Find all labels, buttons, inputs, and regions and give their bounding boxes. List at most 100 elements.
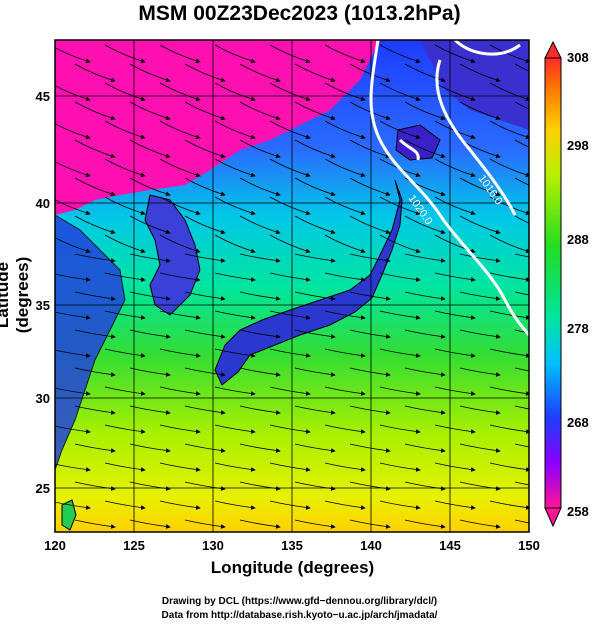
x-axis-label: Longitude (degrees) <box>210 558 375 577</box>
streamline <box>129 519 171 529</box>
streamline <box>324 462 366 472</box>
streamline <box>324 196 366 216</box>
colorbar-tick-258: 258 <box>567 504 589 519</box>
streamline <box>324 348 366 358</box>
streamline <box>294 177 336 197</box>
streamline <box>514 291 529 296</box>
y-axis-ticks: 25 30 35 40 45 <box>36 89 50 496</box>
streamline <box>74 139 116 159</box>
streamline <box>269 462 311 472</box>
china-coast <box>55 214 126 471</box>
cold-air-region <box>55 40 380 215</box>
map-title: MSM 00Z23Dec2023 (1013.2hPa) <box>138 2 461 25</box>
streamline <box>459 215 501 235</box>
streamline <box>404 253 446 263</box>
streamline <box>459 63 501 83</box>
streamline <box>104 462 146 472</box>
streamline <box>489 272 529 282</box>
streamline <box>489 158 529 178</box>
streamline <box>514 101 529 110</box>
streamline <box>159 196 201 216</box>
streamline <box>184 139 226 159</box>
streamline <box>104 348 146 358</box>
streamline <box>129 215 171 235</box>
streamline <box>159 348 201 358</box>
streamline <box>459 367 501 377</box>
map-plot-area: 1020.0 1016.0 <box>55 40 529 532</box>
streamline <box>129 481 171 491</box>
streamline <box>434 272 476 282</box>
streamline <box>379 44 421 64</box>
streamline <box>214 462 256 472</box>
streamline <box>404 291 446 301</box>
streamline <box>349 63 391 83</box>
streamline <box>324 272 366 282</box>
streamline <box>104 44 146 64</box>
streamline <box>104 158 146 178</box>
streamline <box>129 253 171 263</box>
x-axis-ticks: 120 125 130 135 140 145 150 <box>44 538 540 553</box>
streamline <box>489 424 529 434</box>
streamline <box>379 272 421 282</box>
streamline <box>159 82 201 102</box>
streamline <box>514 367 529 372</box>
x-tick-125: 125 <box>123 538 145 553</box>
streamline <box>434 310 476 320</box>
streamline <box>294 215 336 235</box>
streamline <box>214 348 256 358</box>
streamline <box>55 387 91 396</box>
streamline <box>214 120 256 140</box>
streamline <box>214 500 256 510</box>
streamline <box>489 386 529 396</box>
streamline <box>514 63 529 72</box>
streamline <box>214 82 256 102</box>
streamline <box>434 348 476 358</box>
streamline <box>184 291 226 301</box>
streamline <box>104 386 146 396</box>
korea-landmass <box>144 194 201 316</box>
streamline <box>404 329 446 339</box>
streamline <box>349 215 391 235</box>
streamline <box>55 199 91 216</box>
streamline <box>294 481 336 491</box>
streamline <box>214 158 256 178</box>
streamline <box>349 253 391 263</box>
colorbar-tick-308: 308 <box>567 50 589 65</box>
streamline <box>349 481 391 491</box>
streamline <box>74 177 116 197</box>
streamline <box>269 234 311 254</box>
streamline <box>104 500 146 510</box>
streamline <box>104 310 146 320</box>
streamline <box>269 272 311 282</box>
streamline <box>55 273 91 282</box>
streamline <box>74 367 116 377</box>
streamline <box>349 367 391 377</box>
streamline <box>239 139 281 159</box>
streamline <box>294 139 336 159</box>
streamline <box>514 253 529 258</box>
streamline <box>434 500 476 510</box>
japan-honshu <box>214 179 403 386</box>
streamline <box>489 462 529 472</box>
streamline <box>55 47 91 64</box>
northeast-cold-region <box>420 40 529 130</box>
streamline <box>324 424 366 434</box>
streamline <box>74 253 116 263</box>
streamline <box>294 63 336 83</box>
streamline <box>239 215 281 235</box>
streamline <box>55 463 91 472</box>
streamline <box>294 367 336 377</box>
drawing-credit: Drawing by DCL (https://www.gfd−dennou.o… <box>161 596 438 607</box>
streamline <box>404 519 446 529</box>
streamline <box>184 405 226 415</box>
streamline <box>324 234 366 254</box>
colorbar-max-arrow <box>544 40 562 59</box>
x-tick-135: 135 <box>281 538 303 553</box>
lat-lon-grid <box>55 40 529 532</box>
colorbar-tick-298: 298 <box>567 138 589 153</box>
streamline <box>324 158 366 178</box>
streamline <box>324 82 366 102</box>
streamline <box>489 348 529 358</box>
streamline <box>239 63 281 83</box>
streamline <box>239 291 281 301</box>
